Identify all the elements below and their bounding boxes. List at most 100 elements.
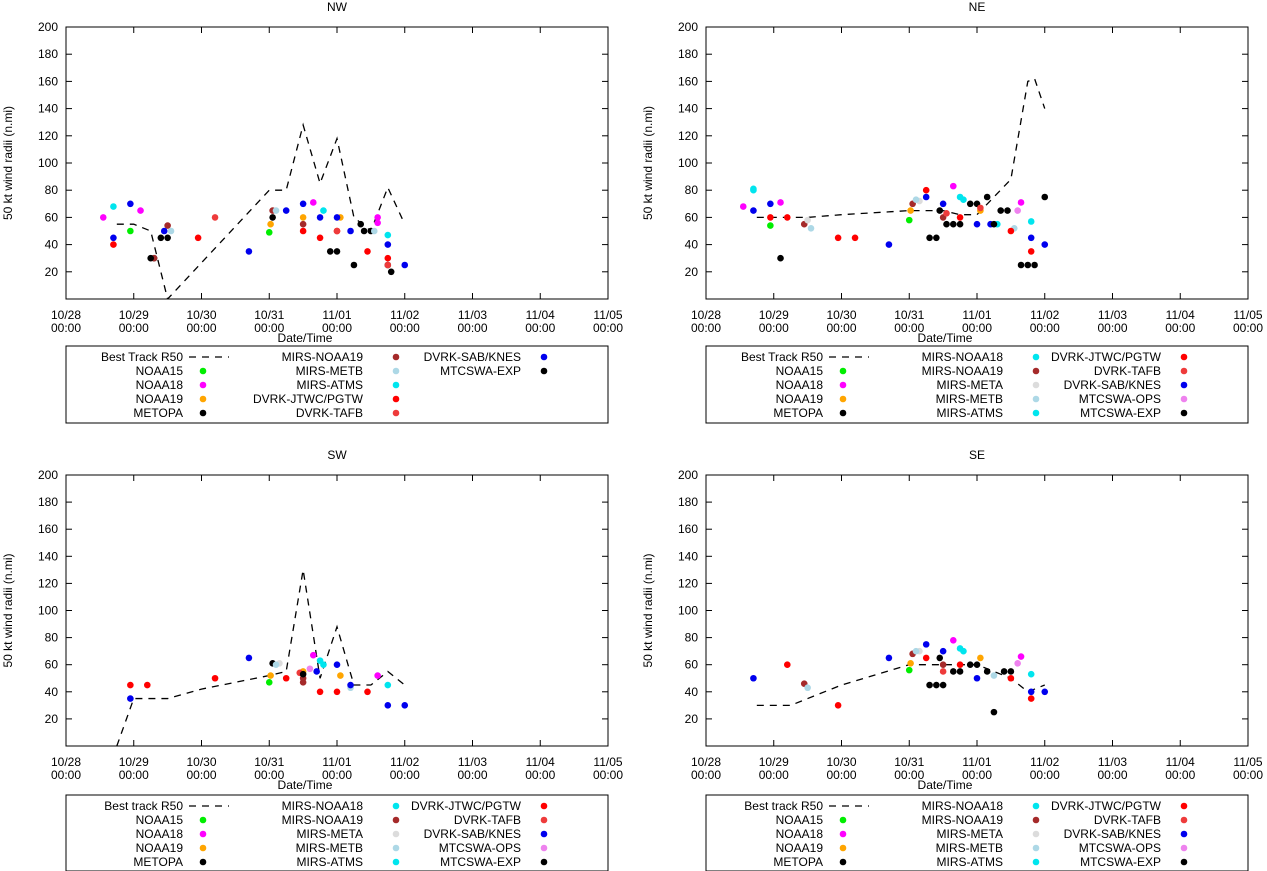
point-dvrk-jtwc-pgtw	[316, 688, 324, 696]
y-tick-label: 20	[45, 712, 59, 726]
point-dvrk-sab-knes	[333, 661, 341, 668]
point-dvrk-jtwc-pgtw	[956, 214, 964, 221]
x-tick-label-date: 11/03	[458, 755, 487, 769]
x-tick-label-time: 00:00	[962, 321, 992, 335]
legend-marker	[1032, 367, 1040, 375]
point-metopa	[933, 234, 940, 242]
point-mirs-noaa18	[384, 681, 392, 689]
legend-label: MIRS-NOAA18	[922, 350, 1004, 364]
point-noaa18	[137, 207, 144, 214]
point-dvrk-sab-knes	[750, 674, 757, 682]
x-tick-label-date: 11/05	[1233, 755, 1262, 769]
legend-marker	[392, 858, 400, 866]
legend-label: Best track R50	[104, 799, 183, 813]
point-dvrk-jtwc-pgtw	[834, 702, 842, 709]
point-dvrk-jtwc-pgtw	[784, 214, 791, 221]
legend-label: MTCSWA-EXP	[440, 855, 521, 869]
point-metopa	[387, 268, 395, 276]
legend-label: MTCSWA-EXP	[1080, 406, 1161, 420]
x-tick-label-date: 11/02	[1030, 755, 1059, 769]
legend-marker	[392, 409, 400, 417]
legend-marker	[1180, 381, 1188, 389]
point-metopa	[1004, 207, 1011, 214]
legend-marker	[540, 858, 548, 866]
legend-label: DVRK-TAFB	[296, 406, 363, 420]
point-metopa	[949, 668, 957, 675]
legend-box	[65, 794, 609, 871]
point-metopa	[990, 708, 998, 716]
point-metopa	[1000, 668, 1008, 675]
plot-data	[750, 637, 1049, 716]
point-dvrk-sab-knes	[1027, 234, 1035, 242]
x-tick-label-time: 00:00	[525, 768, 555, 782]
legend-marker	[1180, 844, 1188, 852]
point-mtcswa-exp	[147, 254, 154, 262]
chart-title: SW	[327, 448, 347, 462]
point-dvrk-tafb	[384, 261, 392, 269]
point-metopa	[777, 254, 784, 262]
y-tick-label: 100	[38, 156, 58, 170]
point-mirs-noaa18	[1027, 670, 1035, 678]
best-track-line	[116, 122, 406, 299]
legend-label: DVRK-SAB/KNES	[424, 827, 521, 841]
y-tick-label: 140	[38, 549, 58, 563]
point-mirs-metb	[990, 672, 998, 679]
legend-label: MIRS-METB	[936, 392, 1003, 406]
point-dvrk-sab-knes	[160, 227, 168, 235]
y-tick-label: 180	[38, 495, 58, 509]
legend-marker	[199, 844, 207, 852]
plot-data	[116, 569, 409, 746]
chart-panel-ne: NE2040608010012014016018020010/2800:0010…	[641, 0, 1263, 424]
point-dvrk-jtwc-pgtw	[1007, 227, 1015, 235]
y-tick-label: 140	[678, 549, 698, 563]
point-noaa19	[907, 207, 914, 214]
legend-marker	[1180, 353, 1188, 361]
legend-label: DVRK-JTWC/PGTW	[253, 392, 364, 406]
point-metopa	[926, 681, 933, 689]
x-tick-label-time: 00:00	[390, 321, 420, 335]
legend-label: DVRK-SAB/KNES	[424, 350, 521, 364]
legend-marker	[540, 844, 548, 852]
point-dvrk-sab-knes	[384, 241, 392, 248]
point-dvrk-sab-knes	[1027, 688, 1035, 696]
point-noaa18	[374, 219, 381, 227]
chart-panel-sw: SW2040608010012014016018020010/2800:0010…	[1, 448, 623, 871]
legend-label: MIRS-META	[937, 378, 1003, 392]
y-tick-label: 160	[38, 74, 58, 88]
point-noaa15	[905, 666, 913, 674]
legend-marker	[392, 830, 400, 838]
point-metopa	[933, 681, 940, 689]
x-tick-label-time: 00:00	[894, 321, 924, 335]
x-tick-label-date: 11/04	[526, 755, 555, 769]
legend-label: MIRS-NOAA18	[922, 799, 1004, 813]
legend-label: MIRS-NOAA18	[282, 799, 364, 813]
point-noaa18	[777, 199, 784, 206]
point-metopa	[1007, 668, 1015, 675]
point-dvrk-sab-knes	[922, 641, 930, 648]
x-tick-label-time: 00:00	[186, 768, 216, 782]
point-mirs-metb	[912, 647, 920, 655]
legend-label: NOAA15	[136, 364, 184, 378]
point-dvrk-tafb	[939, 668, 947, 675]
legend-marker	[392, 367, 400, 375]
x-tick-label-date: 11/03	[1098, 308, 1127, 322]
point-mirs-atms	[320, 207, 327, 214]
point-mirs-noaa19	[939, 661, 947, 668]
y-tick-label: 80	[45, 183, 59, 197]
x-tick-label-time: 00:00	[254, 768, 284, 782]
legend-marker	[839, 816, 847, 824]
x-tick-label-date: 10/29	[759, 308, 789, 322]
y-tick-label: 100	[38, 604, 58, 618]
y-tick-label: 80	[685, 631, 699, 645]
point-dvrk-jtwc-pgtw	[364, 248, 371, 255]
legend-label: METOPA	[773, 855, 823, 869]
point-mirs-noaa19	[299, 679, 307, 686]
point-dvrk-sab-knes	[885, 241, 893, 248]
point-dvrk-sab-knes	[245, 654, 253, 662]
point-dvrk-jtwc-pgtw	[851, 234, 859, 242]
y-tick-label: 180	[38, 47, 58, 61]
y-tick-label: 80	[45, 631, 59, 645]
x-tick-label-time: 00:00	[593, 321, 623, 335]
